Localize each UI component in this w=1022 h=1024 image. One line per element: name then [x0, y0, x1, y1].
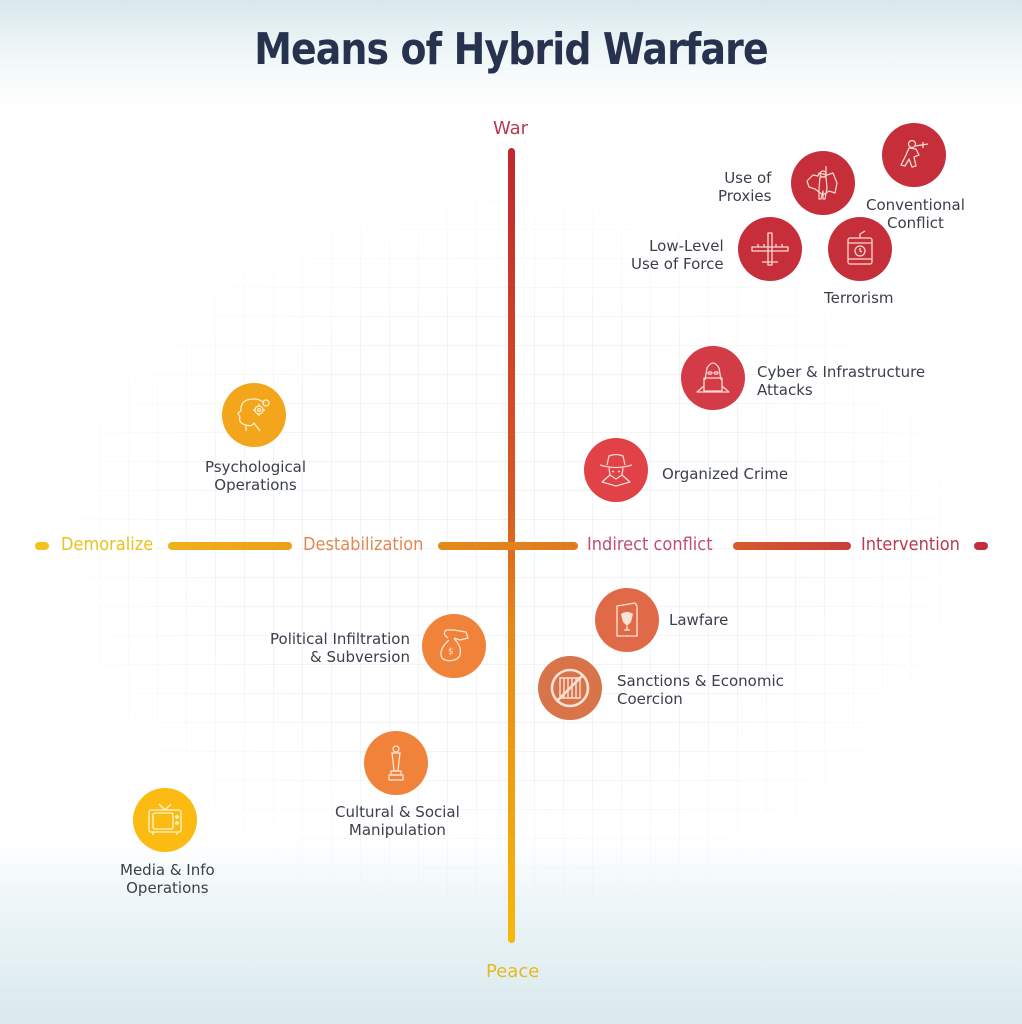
axis-end-cap-left [35, 542, 49, 550]
spy-icon [599, 453, 633, 487]
head-gears-icon [237, 398, 270, 432]
soldier-map-icon [806, 166, 838, 200]
axis-segment [438, 542, 578, 550]
label-cultural-social-manipulation: Cultural & Social Manipulation [335, 803, 460, 839]
axis-label-destabilization: Destabilization [303, 534, 424, 555]
node-lawfare[interactable] [595, 588, 659, 652]
label-lawfare: Lawfare [669, 611, 729, 629]
node-use-of-proxies[interactable] [791, 151, 855, 215]
axis-label-war: War [493, 118, 529, 139]
axis-label-peace: Peace [486, 961, 540, 982]
label-terrorism: Terrorism [824, 289, 894, 307]
blocked-crate-icon [550, 668, 590, 708]
hacker-icon [696, 362, 730, 393]
axis-end-cap-right [974, 542, 988, 550]
axis-label-indirect-conflict: Indirect conflict [587, 534, 713, 555]
node-organized-crime[interactable] [584, 438, 648, 502]
node-conventional-conflict[interactable] [882, 123, 946, 187]
node-low-level-use-of-force[interactable] [738, 217, 802, 281]
node-political-infiltration-subversion[interactable]: $ [422, 614, 486, 678]
label-low-level-use-of-force: Low-Level Use of Force [631, 237, 724, 273]
node-media-info-operations[interactable] [133, 788, 197, 852]
page-title: Means of Hybrid Warfare [254, 24, 768, 75]
label-media-info-operations: Media & Info Operations [120, 861, 215, 897]
bomb-icon [847, 230, 873, 265]
money-bag-icon: $ [440, 629, 469, 662]
svg-text:$: $ [448, 647, 454, 657]
node-cyber-infrastructure-attacks[interactable] [681, 346, 745, 410]
label-political-infiltration-subversion: Political Infiltration & Subversion [270, 630, 410, 666]
axis-label-demoralize: Demoralize [61, 534, 154, 555]
node-terrorism[interactable] [828, 217, 892, 281]
axis-segment [733, 542, 851, 550]
label-psychological-operations: Psychological Operations [205, 458, 307, 494]
axis-label-intervention: Intervention [861, 534, 960, 555]
label-sanctions-economic-coercion: Sanctions & Economic Coercion [617, 672, 784, 708]
kneeling-soldier-icon [900, 139, 929, 168]
axis-segment [168, 542, 292, 550]
drone-icon [751, 232, 789, 266]
label-conventional-conflict: Conventional Conflict [866, 196, 965, 232]
label-organized-crime: Organized Crime [662, 465, 789, 483]
passport-eagle-icon [616, 602, 638, 637]
node-cultural-social-manipulation[interactable] [364, 731, 428, 795]
node-sanctions-economic-coercion[interactable] [538, 656, 602, 720]
node-psychological-operations[interactable] [222, 383, 286, 447]
television-icon [148, 803, 182, 835]
label-cyber-infrastructure-attacks: Cyber & Infrastructure Attacks [757, 363, 926, 399]
label-use-of-proxies: Use of Proxies [718, 169, 772, 205]
statue-award-icon [388, 745, 404, 781]
